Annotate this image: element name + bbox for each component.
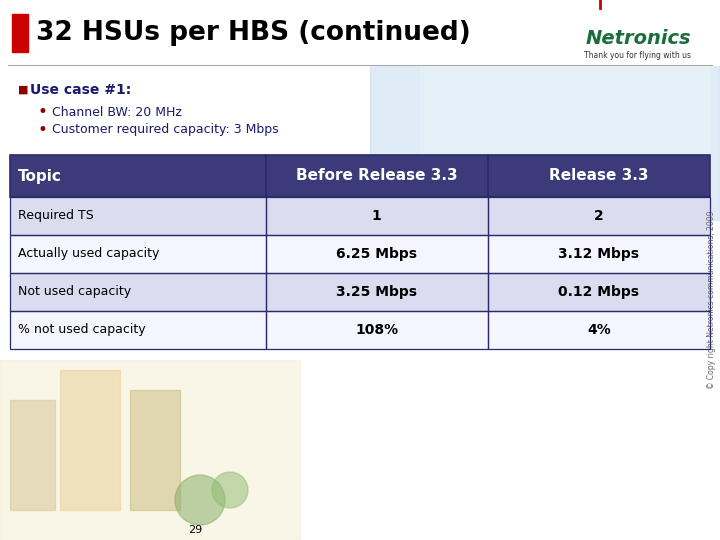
- Text: Not used capacity: Not used capacity: [18, 286, 131, 299]
- Bar: [10, 400, 55, 510]
- Bar: [12, 14, 28, 52]
- Text: Actually used capacity: Actually used capacity: [18, 247, 159, 260]
- Bar: [487, 155, 710, 197]
- Bar: [487, 197, 710, 235]
- Text: Channel BW: 20 MHz: Channel BW: 20 MHz: [52, 105, 182, 118]
- Bar: [10, 273, 266, 311]
- Bar: [266, 235, 487, 273]
- Text: Release 3.3: Release 3.3: [549, 168, 649, 184]
- Bar: [487, 273, 710, 311]
- Bar: [0, 0, 720, 65]
- Text: Thank you for flying with us: Thank you for flying with us: [585, 51, 691, 59]
- Bar: [487, 235, 710, 273]
- Bar: [487, 197, 710, 235]
- Text: Customer required capacity: 3 Mbps: Customer required capacity: 3 Mbps: [52, 124, 279, 137]
- Bar: [266, 273, 487, 311]
- Bar: [10, 197, 266, 235]
- Text: 1: 1: [372, 209, 382, 223]
- Bar: [10, 155, 266, 197]
- Bar: [266, 197, 487, 235]
- Text: •: •: [38, 103, 48, 121]
- Bar: [10, 311, 266, 349]
- Polygon shape: [420, 30, 710, 180]
- Bar: [266, 273, 487, 311]
- Text: © Copy right Netronics communications, 2009: © Copy right Netronics communications, 2…: [707, 211, 716, 389]
- Bar: [0, 360, 300, 540]
- Text: 6.25 Mbps: 6.25 Mbps: [336, 247, 417, 261]
- Bar: [266, 311, 487, 349]
- Polygon shape: [370, 0, 720, 220]
- Bar: [487, 311, 710, 349]
- Bar: [10, 235, 266, 273]
- Bar: [10, 197, 266, 235]
- Text: 3.25 Mbps: 3.25 Mbps: [336, 285, 417, 299]
- Bar: [60, 370, 120, 510]
- Bar: [266, 197, 487, 235]
- Bar: [487, 155, 710, 197]
- Text: •: •: [38, 121, 48, 139]
- Bar: [487, 311, 710, 349]
- Text: Use case #1:: Use case #1:: [30, 83, 131, 97]
- Text: ■: ■: [18, 85, 29, 95]
- Text: Netronics: Netronics: [585, 29, 690, 48]
- Text: 0.12 Mbps: 0.12 Mbps: [559, 285, 639, 299]
- Text: 29: 29: [188, 525, 202, 535]
- Text: Topic: Topic: [18, 168, 62, 184]
- Bar: [266, 155, 487, 197]
- Bar: [10, 155, 266, 197]
- Bar: [266, 235, 487, 273]
- Bar: [266, 155, 487, 197]
- Bar: [266, 311, 487, 349]
- Bar: [487, 235, 710, 273]
- Text: Before Release 3.3: Before Release 3.3: [296, 168, 457, 184]
- Bar: [130, 390, 180, 510]
- Text: Required TS: Required TS: [18, 210, 94, 222]
- Text: 2: 2: [594, 209, 604, 223]
- Circle shape: [212, 472, 248, 508]
- Bar: [487, 273, 710, 311]
- Bar: [10, 235, 266, 273]
- Text: % not used capacity: % not used capacity: [18, 323, 145, 336]
- Text: 3.12 Mbps: 3.12 Mbps: [559, 247, 639, 261]
- Text: 4%: 4%: [587, 323, 611, 337]
- Bar: [10, 273, 266, 311]
- Circle shape: [175, 475, 225, 525]
- Text: 108%: 108%: [355, 323, 398, 337]
- Bar: [10, 311, 266, 349]
- Text: 32 HSUs per HBS (continued): 32 HSUs per HBS (continued): [36, 20, 471, 46]
